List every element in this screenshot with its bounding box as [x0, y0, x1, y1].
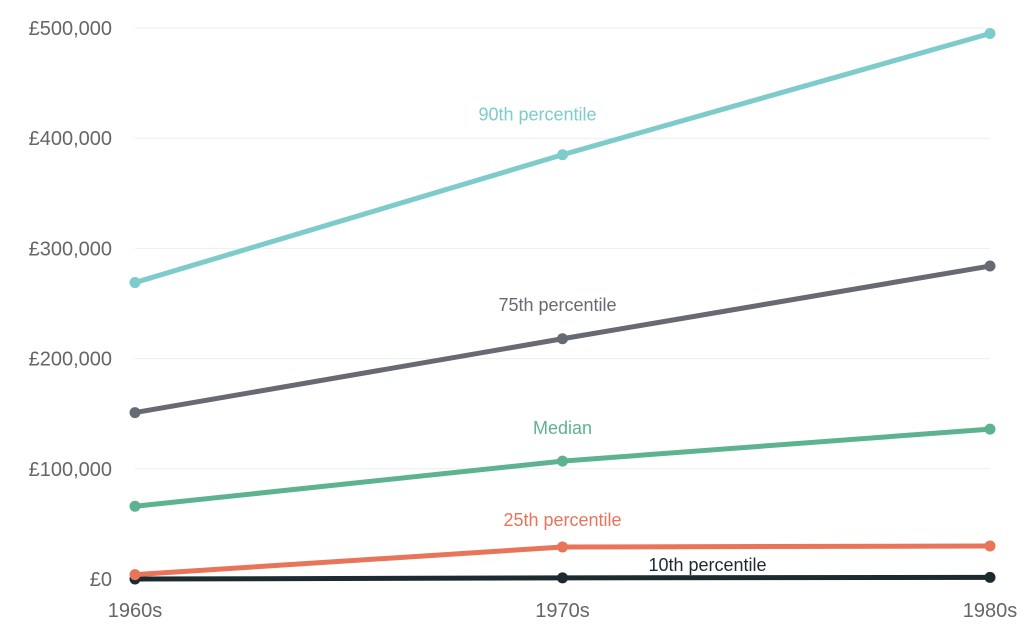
series-label: 25th percentile	[503, 510, 621, 530]
data-point	[557, 572, 568, 584]
data-point	[984, 423, 996, 435]
series-label: 90th percentile	[478, 105, 596, 125]
y-axis-ticks: £0 £100,000 £200,000 £300,000 £400,000 £500,0…	[29, 18, 112, 591]
data-point	[984, 260, 996, 272]
x-axis-ticks: 1960s 1970s 1980s	[108, 600, 1018, 622]
data-point	[984, 571, 996, 583]
data-point	[557, 455, 568, 467]
data-point	[129, 569, 141, 581]
series-label: Median	[533, 418, 592, 438]
data-point	[557, 149, 568, 161]
data-point	[557, 541, 568, 553]
series-lines	[129, 28, 996, 585]
x-tick-label: 1960s	[108, 600, 163, 622]
series-line	[132, 426, 993, 509]
series-labels: 90th percentile 75th percentile Median 25th…	[478, 105, 766, 575]
series-label: 75th percentile	[498, 295, 616, 315]
data-point	[984, 540, 996, 552]
data-point	[129, 277, 141, 289]
data-point	[129, 500, 141, 512]
y-tick-label: £100,000	[29, 459, 112, 481]
data-point	[557, 333, 568, 345]
y-tick-label: £400,000	[29, 128, 112, 150]
y-tick-label: £500,000	[29, 18, 112, 40]
data-point	[129, 407, 141, 419]
series-label: 10th percentile	[648, 555, 766, 575]
y-tick-label: £200,000	[29, 349, 112, 371]
y-tick-label: £300,000	[29, 238, 112, 260]
data-point	[984, 28, 996, 40]
x-tick-label: 1980s	[963, 600, 1018, 622]
x-tick-label: 1970s	[535, 600, 590, 622]
y-tick-label: £0	[90, 569, 112, 591]
